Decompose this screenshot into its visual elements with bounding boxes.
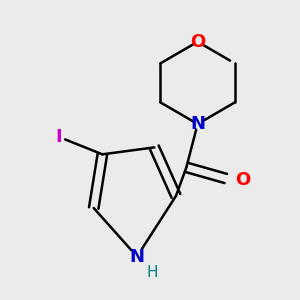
Text: O: O (235, 171, 250, 189)
Text: N: N (130, 248, 145, 266)
Text: I: I (56, 128, 62, 146)
Text: H: H (147, 265, 158, 280)
Text: N: N (190, 115, 205, 133)
Text: O: O (190, 33, 205, 51)
